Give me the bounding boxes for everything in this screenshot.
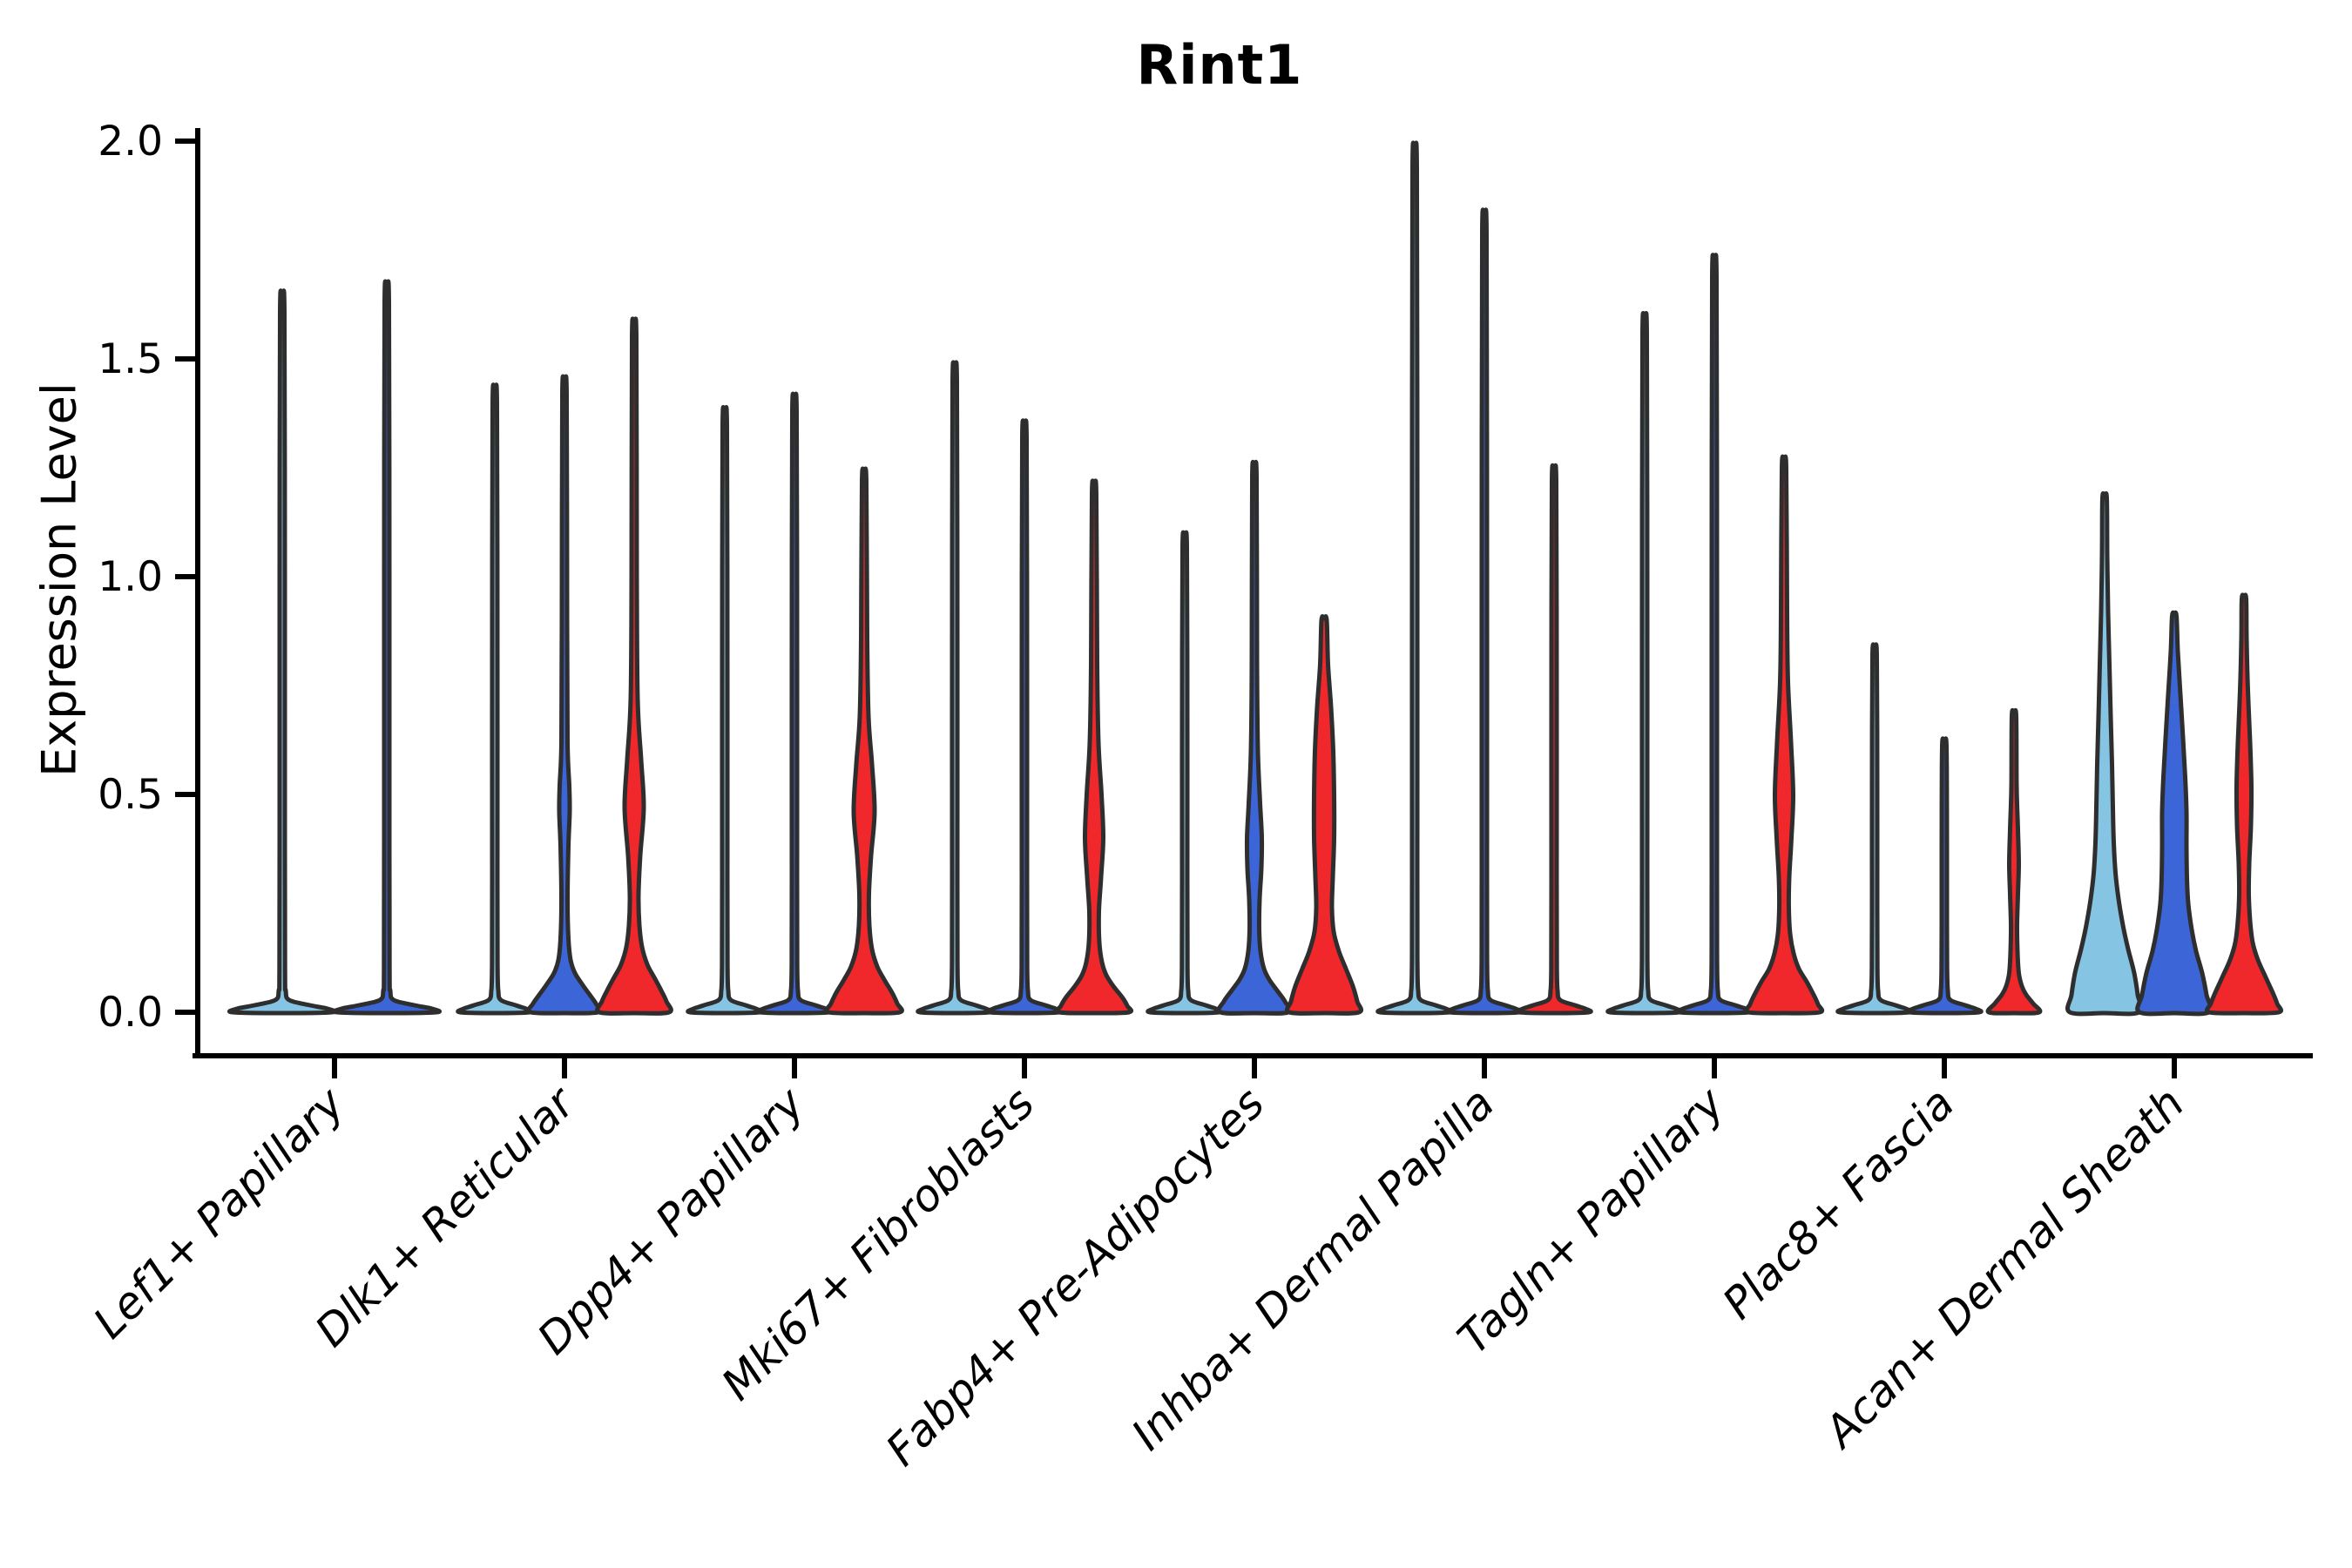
violin-red-inhba-dermal-papilla xyxy=(1515,463,1593,1016)
x-tick-label: Inhba+ Dermal Papilla xyxy=(1122,1078,1504,1459)
violin-blue-acan-dermal-sheath xyxy=(2135,610,2213,1017)
violin-red-dlk1-reticular xyxy=(595,316,673,1016)
violin-blue-mki67-fibroblasts xyxy=(985,418,1064,1016)
violin-red-mki67-fibroblasts xyxy=(1054,478,1134,1016)
violin-skyblue-fabp4-pre-adipocytes xyxy=(1146,530,1224,1016)
chart-title: Rint1 xyxy=(1136,33,1303,97)
violin-skyblue-tagln-papillary xyxy=(1605,311,1684,1016)
y-tick-label: 0.5 xyxy=(98,771,163,819)
x-tick-label: Plac8+ Fascia xyxy=(1713,1078,1964,1328)
y-tick-label: 0.0 xyxy=(98,989,163,1037)
violin-skyblue-dpp4-papillary xyxy=(686,405,764,1016)
y-tick-label: 1.0 xyxy=(98,553,163,601)
violin-blue-dpp4-papillary xyxy=(755,391,834,1016)
violin-skyblue-plac8-fascia xyxy=(1835,642,1914,1016)
violin-red-dpp4-papillary xyxy=(824,466,904,1016)
violin-skyblue-mki67-fibroblasts xyxy=(916,360,994,1016)
violin-blue-plac8-fascia xyxy=(1905,736,1984,1016)
violin-skyblue-lef1-papillary xyxy=(227,288,337,1016)
x-tick-label: Lef1+ Papillary xyxy=(84,1077,355,1348)
y-tick-label: 2.0 xyxy=(98,118,163,166)
violin-red-acan-dermal-sheath xyxy=(2204,592,2284,1016)
violin-blue-inhba-dermal-papilla xyxy=(1445,207,1524,1016)
violin-blue-lef1-papillary xyxy=(332,279,442,1016)
y-tick-label: 1.5 xyxy=(98,335,163,383)
violin-red-plac8-fascia xyxy=(1985,707,2043,1016)
violin-blue-tagln-papillary xyxy=(1675,253,1754,1016)
x-tick-label: Fabp4+ Pre-Adipocytes xyxy=(876,1078,1274,1476)
violin-skyblue-dlk1-reticular xyxy=(456,382,534,1016)
violin-skyblue-acan-dermal-sheath xyxy=(2065,490,2144,1017)
violin-skyblue-inhba-dermal-papilla xyxy=(1375,140,1454,1016)
violin-red-fabp4-pre-adipocytes xyxy=(1284,614,1364,1016)
violin-red-tagln-papillary xyxy=(1743,454,1825,1016)
violin-blue-dlk1-reticular xyxy=(526,374,603,1016)
violin-blue-fabp4-pre-adipocytes xyxy=(1216,459,1293,1016)
